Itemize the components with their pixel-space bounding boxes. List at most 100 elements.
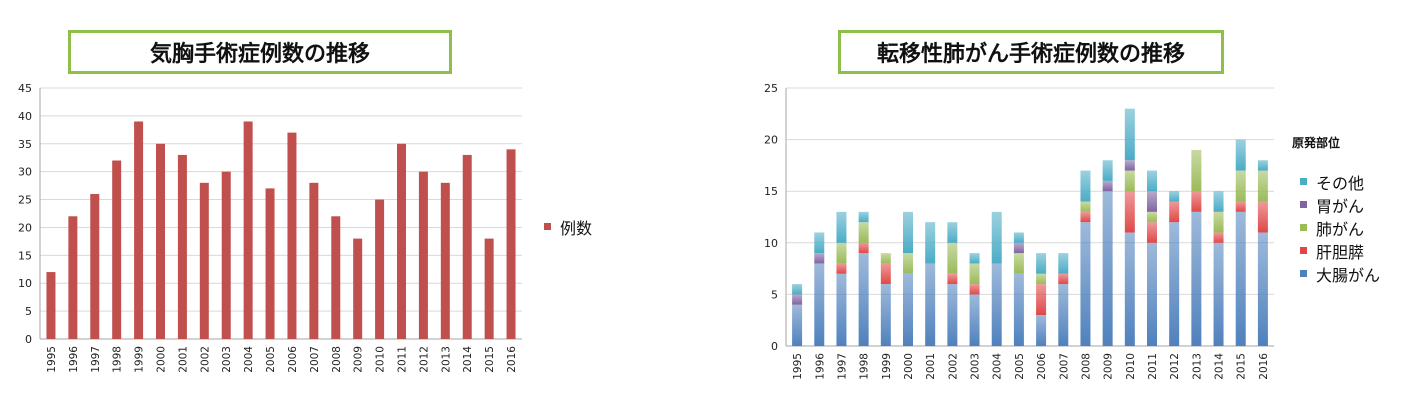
- chart1-bar-2010-s1: [1124, 191, 1135, 233]
- chart1-bar-2013-s2: [1191, 149, 1202, 192]
- chart0-ytick-label: 10: [18, 277, 32, 290]
- chart1-bar-2010-s0: [1124, 232, 1135, 346]
- chart1-legend-swatch: [1300, 178, 1307, 185]
- chart1-bar-1998-s0: [858, 253, 869, 346]
- chart1-xtick-label: 1996: [814, 353, 826, 380]
- chart0-xtick-label: 2006: [287, 346, 299, 373]
- chart1-xtick-label: 2002: [947, 353, 959, 380]
- chart1-bar-1996-s0: [814, 263, 825, 346]
- chart1-bar-2014-s2: [1213, 211, 1224, 233]
- chart0-ytick-label: 35: [18, 138, 32, 151]
- chart1-bar-2014-s4: [1213, 191, 1224, 212]
- chart0-ytick-label: 0: [25, 333, 32, 346]
- chart0-bar-2003-s0: [221, 171, 231, 339]
- chart1-legend-label: 大腸がん: [1316, 266, 1380, 285]
- chart1-bar-2016-s1: [1257, 201, 1268, 233]
- chart1-xtick-label: 2008: [1080, 353, 1092, 380]
- chart0-xtick-label: 2007: [309, 346, 321, 373]
- chart1-xtick-label: 2013: [1191, 353, 1203, 380]
- chart1-bar-1997-s2: [836, 242, 847, 264]
- chart1-bar-2011-s1: [1147, 222, 1157, 243]
- chart2-title: 転移性肺がん手術症例数の推移: [838, 30, 1224, 74]
- chart1-bar-2010-s3: [1124, 160, 1135, 171]
- chart1-bar-2004-s4: [991, 211, 1002, 264]
- chart1-xtick-label: 2009: [1103, 353, 1115, 380]
- chart1-bar-2013-s1: [1191, 191, 1202, 212]
- chart1-bar-1995-s0: [792, 304, 803, 346]
- chart1-bar-2008-s4: [1080, 170, 1091, 202]
- chart0-bar-2012-s0: [418, 171, 428, 339]
- chart0-xtick-label: 1998: [112, 346, 124, 373]
- chart0-xtick-label: 2011: [397, 346, 409, 373]
- chart0-xtick-label: 2000: [156, 346, 168, 373]
- chart0-ytick-label: 5: [25, 305, 32, 318]
- chart0-bar-1997-s0: [90, 193, 100, 339]
- chart1-legend-swatch: [1300, 270, 1307, 277]
- chart1-bar-2008-s0: [1080, 222, 1091, 346]
- chart0-ytick-label: 40: [18, 110, 32, 123]
- chart0-xtick-label: 2002: [199, 346, 211, 373]
- chart0-xtick-label: 2001: [177, 346, 189, 373]
- chart1-title: 気胸手術症例数の推移: [68, 30, 452, 74]
- chart0-xtick-label: 2010: [375, 346, 387, 373]
- chart0-bar-2013-s0: [440, 182, 450, 339]
- chart0-bar-2014-s0: [462, 154, 472, 339]
- chart1-bar-2002-s2: [947, 242, 958, 274]
- chart1-xtick-label: 2012: [1169, 353, 1181, 380]
- chart1-bar-2011-s4: [1147, 170, 1157, 192]
- chart0-bar-1995-s0: [46, 272, 56, 339]
- chart1-bar-2009-s3: [1102, 180, 1113, 192]
- chart0-bar-2016-s0: [506, 149, 516, 339]
- chart1-bar-2011-s2: [1147, 211, 1157, 223]
- chart1-bar-1997-s1: [836, 263, 847, 274]
- chart1-ytick-label: 20: [764, 134, 778, 147]
- chart1-bar-2011-s0: [1147, 242, 1157, 346]
- chart1-bar-1997-s4: [836, 211, 847, 243]
- chart0-xtick-label: 1997: [90, 346, 102, 373]
- chart1-legend-label: 肺がん: [1316, 220, 1364, 239]
- chart1-xtick-label: 2014: [1214, 353, 1226, 380]
- chart1-bar-2012-s0: [1169, 222, 1180, 346]
- chart0-bar-2000-s0: [156, 143, 165, 339]
- chart0-bar-2006-s0: [287, 132, 297, 339]
- chart0-xtick-label: 2009: [353, 346, 365, 373]
- chart1-bar-1998-s2: [858, 222, 869, 243]
- chart1-xtick-label: 1999: [881, 353, 893, 380]
- chart0-ytick-label: 20: [18, 221, 32, 234]
- chart0-bar-1996-s0: [68, 216, 78, 339]
- chart1-bar-2003-s0: [969, 294, 980, 346]
- chart1-bar-2008-s2: [1080, 201, 1091, 212]
- chart1-xtick-label: 1995: [792, 353, 804, 380]
- chart0-bar-2008-s0: [331, 216, 341, 339]
- chart1-xtick-label: 2007: [1058, 353, 1070, 380]
- chart1-bar-2002-s4: [947, 222, 958, 243]
- chart1-xtick-label: 2001: [925, 353, 937, 380]
- chart0-legend-swatch: [544, 223, 551, 230]
- chart1-legend-label: その他: [1316, 174, 1364, 193]
- chart1-bar-2012-s1: [1169, 201, 1180, 223]
- chart1-bar-1997-s0: [836, 273, 847, 346]
- chart1-xtick-label: 2016: [1258, 353, 1270, 380]
- chart0-bar-2004-s0: [243, 121, 253, 339]
- chart1-bar-2014-s0: [1213, 242, 1224, 346]
- chart1-bar-2002-s0: [947, 284, 958, 346]
- chart1-bar-1995-s3: [792, 294, 803, 305]
- chart1-bar-2004-s0: [991, 263, 1002, 346]
- chart1-bar-2008-s1: [1080, 211, 1091, 223]
- chart1-xtick-label: 2003: [970, 353, 982, 380]
- chart1-ytick-label: 15: [764, 185, 778, 198]
- chart0-xtick-label: 1996: [68, 346, 80, 373]
- chart1-xtick-label: 2011: [1147, 353, 1159, 380]
- chart0-ytick-label: 30: [18, 166, 32, 179]
- chart0-xtick-label: 2013: [440, 346, 452, 373]
- chart1-bar-1998-s1: [858, 242, 869, 254]
- chart0-bar-2001-s0: [177, 154, 187, 339]
- chart1-xtick-label: 2004: [992, 353, 1004, 380]
- chart1-bar-2005-s4: [1013, 232, 1024, 243]
- chart0-xtick-label: 2003: [221, 346, 233, 373]
- chart1-bar-2000-s0: [903, 273, 913, 346]
- chart1-ytick-label: 25: [764, 82, 778, 95]
- chart1-xtick-label: 1998: [859, 353, 871, 380]
- chart0-bar-2002-s0: [199, 182, 209, 339]
